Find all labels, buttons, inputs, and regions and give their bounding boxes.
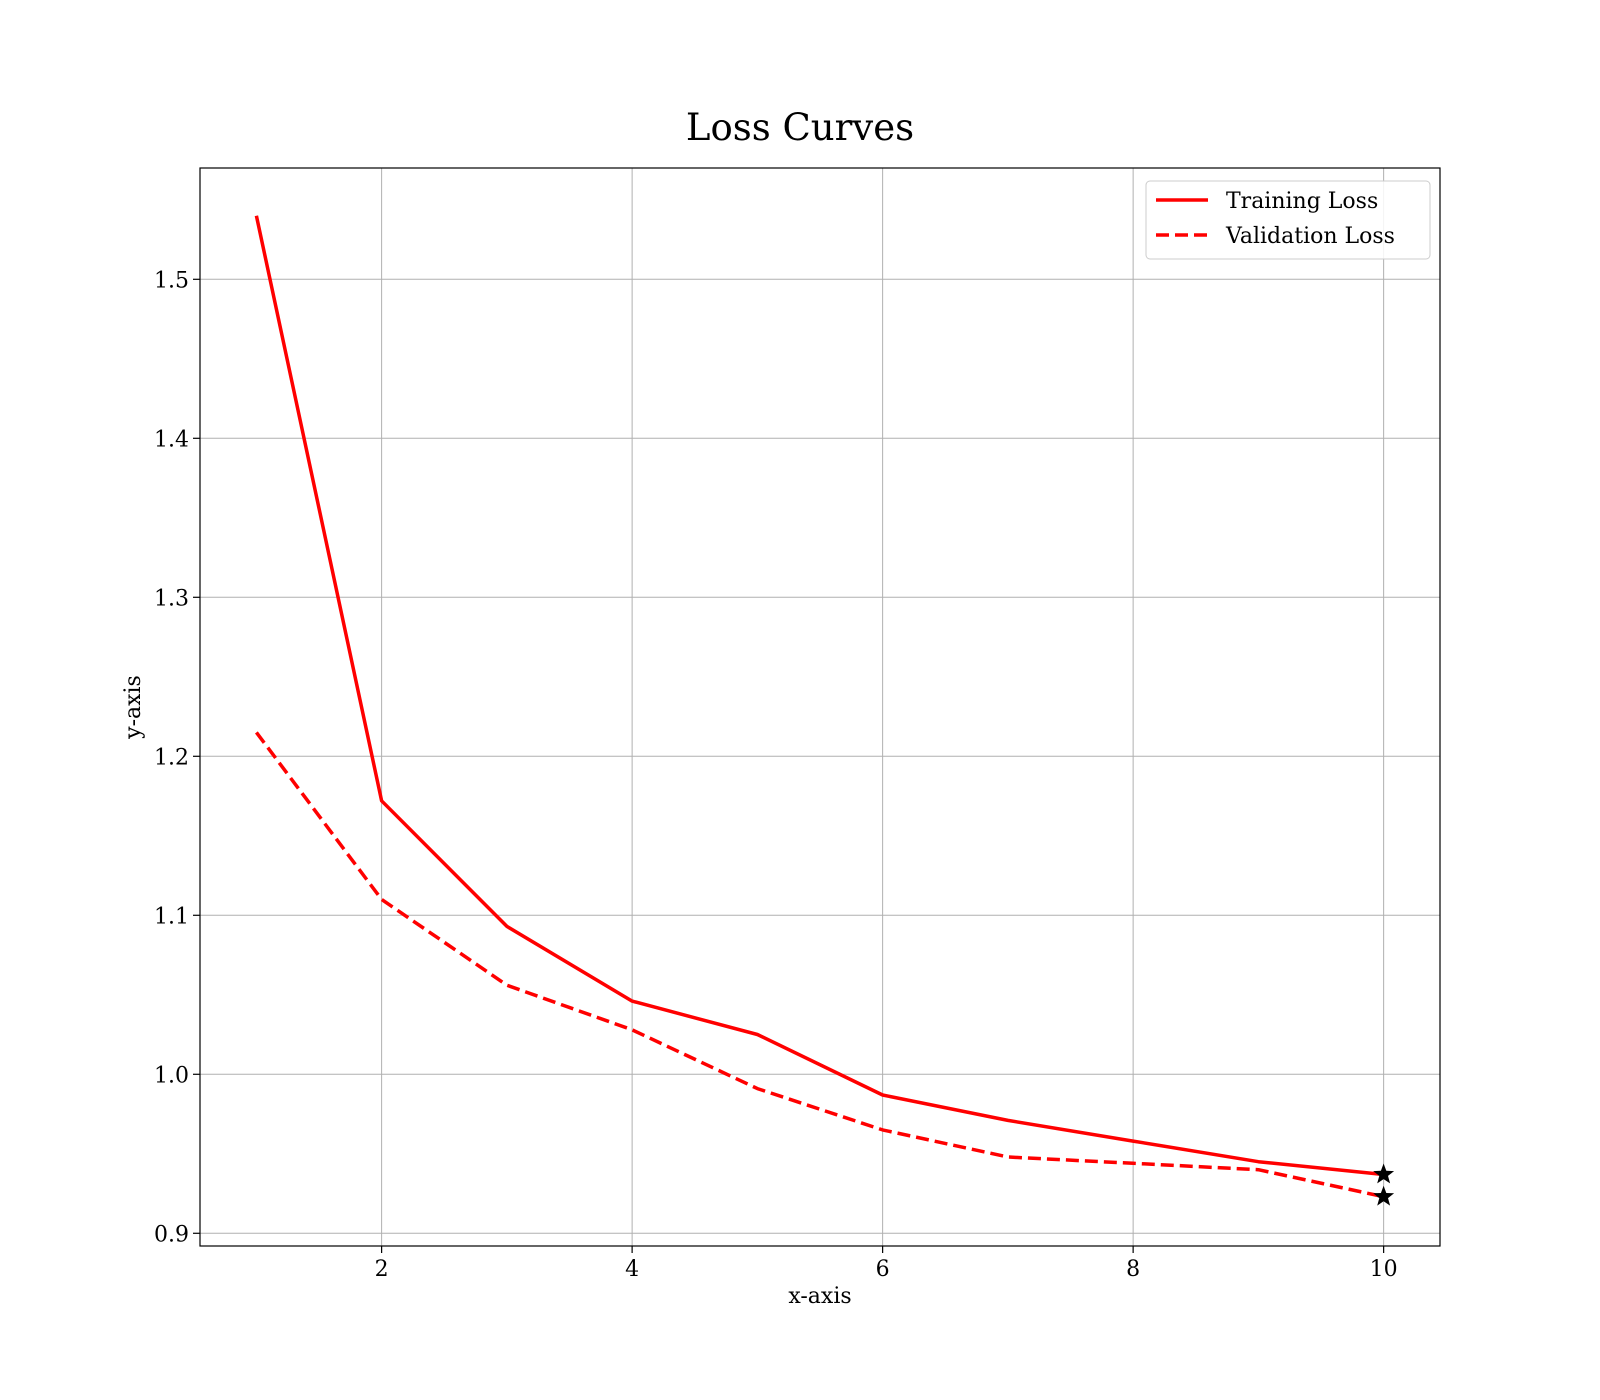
y-tick-label: 0.9 <box>154 1222 189 1247</box>
chart-title: Loss Curves <box>686 106 914 149</box>
legend: Training Loss Validation Loss <box>1145 180 1431 260</box>
legend-label-validation-loss: Validation Loss <box>1225 224 1395 249</box>
legend-box <box>1145 180 1431 260</box>
x-tick-label: 6 <box>876 1257 890 1282</box>
y-tick-label: 1.1 <box>154 904 189 929</box>
series-line-validation-loss <box>254 731 1384 1199</box>
end-star-marker-validation-loss <box>1373 1185 1395 1206</box>
y-tick-label: 1.2 <box>154 745 189 770</box>
x-axis-label: x-axis <box>788 1284 851 1309</box>
y-axis-label: y-axis <box>121 675 146 740</box>
x-tick-label: 10 <box>1370 1257 1398 1282</box>
end-star-marker-training-loss <box>1373 1163 1395 1184</box>
grid <box>200 168 1440 1246</box>
y-tick-label: 1.3 <box>154 586 189 611</box>
y-tick-label: 1.5 <box>154 268 189 293</box>
ticks: 2 4 6 8 10 0.9 1.0 1.1 1.2 1.3 1.4 1.5 <box>154 268 1398 1282</box>
legend-label-training-loss: Training Loss <box>1226 189 1378 214</box>
series-layer <box>254 215 1395 1206</box>
y-tick-label: 1.0 <box>154 1063 189 1088</box>
x-tick-label: 4 <box>625 1257 639 1282</box>
x-tick-label: 2 <box>375 1257 389 1282</box>
plot-frame <box>199 167 1441 1247</box>
series-line-training-loss <box>254 215 1384 1177</box>
y-tick-label: 1.4 <box>154 427 189 452</box>
x-tick-label: 8 <box>1126 1257 1140 1282</box>
